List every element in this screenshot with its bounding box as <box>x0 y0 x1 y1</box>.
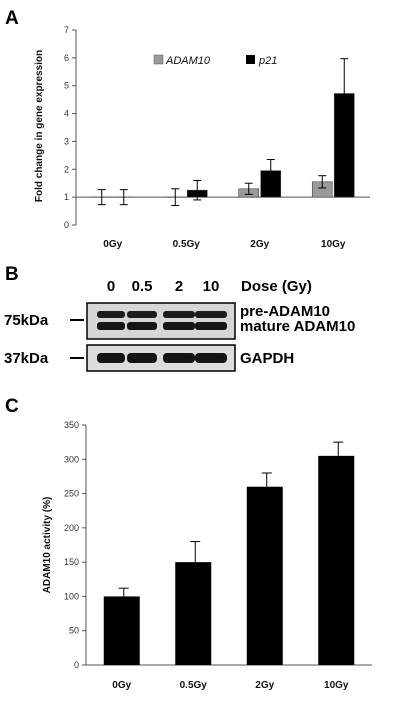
blot-band-mature-adam10 <box>97 322 125 330</box>
chart-c-ytick-label: 200 <box>64 523 79 533</box>
chart-a-category-label: 0.5Gy <box>173 239 201 250</box>
chart-a-ytick-label: 0 <box>64 220 69 230</box>
chart-a-category-label: 10Gy <box>321 239 346 250</box>
chart-c-ytick-label: 0 <box>74 660 79 670</box>
blot-dose-10: 10 <box>203 278 220 295</box>
blot-band-pre-adam10 <box>195 311 227 318</box>
panel-c-label: C <box>5 396 19 417</box>
blot-band-mature-adam10 <box>163 322 195 330</box>
blot-band-gapdh <box>195 353 227 363</box>
chart-c-bar <box>103 596 140 665</box>
chart-a-category-label: 2Gy <box>250 239 269 250</box>
chart-c-bar <box>175 562 212 665</box>
chart-c-ytick-label: 300 <box>64 454 79 464</box>
chart-a-ytick-label: 3 <box>64 136 69 146</box>
chart-c-ytick-label: 350 <box>64 420 79 430</box>
legend-label-adam10: ADAM10 <box>165 55 211 67</box>
legend-swatch-adam10 <box>153 54 164 65</box>
blot-band-mature-adam10 <box>127 322 157 330</box>
blot-upper-frame <box>86 302 236 340</box>
blot-band-gapdh <box>127 353 157 363</box>
chart-c-ytick-label: 50 <box>69 626 79 636</box>
chart-c-ytick-label: 100 <box>64 591 79 601</box>
chart-a-ylabel: Fold change in gene expression <box>34 50 45 202</box>
chart-c-ytick-label: 150 <box>64 557 79 567</box>
chart-a-ytick-label: 4 <box>64 109 69 119</box>
chart-c: ADAM10 activity (%) 0 50 100 150 200 250 300 35… <box>42 420 372 691</box>
blot-dose-label: Dose (Gy) <box>241 278 312 295</box>
blot-band-gapdh <box>97 353 125 363</box>
blot-band-pre-adam10 <box>127 311 157 318</box>
blot-dose-0.5: 0.5 <box>132 278 153 295</box>
blot-band-pre-adam10 <box>163 311 195 318</box>
blot-marker-37kda: 37kDa <box>4 350 49 367</box>
chart-a-ytick-label: 7 <box>64 25 69 35</box>
blot-dose-2: 2 <box>175 278 183 295</box>
blot-label-gapdh: GAPDH <box>240 350 294 367</box>
chart-c-category-label: 0.5Gy <box>180 680 208 691</box>
chart-c-ylabel: ADAM10 activity (%) <box>42 497 53 594</box>
chart-c-category-label: 10Gy <box>324 680 349 691</box>
blot-band-gapdh <box>163 353 195 363</box>
chart-c-category-label: 0Gy <box>112 680 131 691</box>
chart-a-category-label: 0Gy <box>103 239 122 250</box>
blot-band-pre-adam10 <box>97 311 125 318</box>
blot-label-pre-adam10: pre-ADAM10 <box>240 303 330 320</box>
panel-a-label: A <box>5 8 19 29</box>
chart-a-ytick-label: 6 <box>64 53 69 63</box>
chart-a-ytick-label: 1 <box>64 192 69 202</box>
panel-b-label: B <box>5 264 19 285</box>
legend-swatch-p21 <box>246 55 255 64</box>
chart-c-bar <box>246 486 283 665</box>
chart-c-category-label: 2Gy <box>255 680 274 691</box>
chart-a: Fold change in gene expression ADAM10 p2… <box>34 25 370 250</box>
blot-dose-0: 0 <box>107 278 115 295</box>
chart-a-ytick-label: 2 <box>64 164 69 174</box>
chart-a-legend: ADAM10 p21 <box>153 54 277 67</box>
chart-a-ytick-label: 5 <box>64 81 69 91</box>
legend-label-p21: p21 <box>258 55 277 67</box>
blot-label-mature-adam10: mature ADAM10 <box>240 318 355 335</box>
chart-c-ytick-label: 250 <box>64 489 79 499</box>
blot-marker-75kda: 75kDa <box>4 312 49 329</box>
chart-c-bar <box>318 455 355 665</box>
blot-band-mature-adam10 <box>195 322 227 330</box>
western-blot: 0 0.5 2 10 Dose (Gy) 75kDa 37kDa pre-ADA… <box>4 278 355 372</box>
